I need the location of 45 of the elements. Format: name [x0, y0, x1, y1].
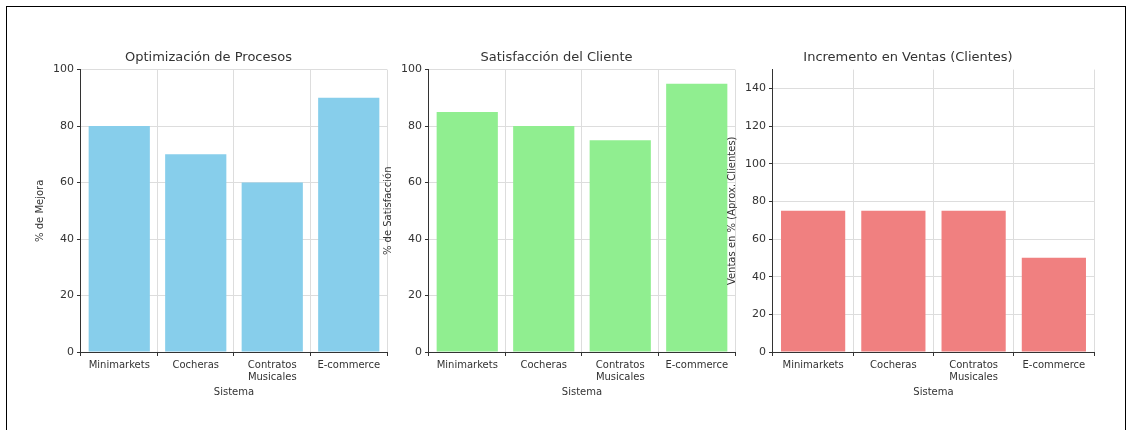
chart-title: Satisfacción del Cliente: [480, 49, 633, 65]
y-tick-label: 100: [745, 156, 766, 170]
x-tick-label: Cocheras: [520, 358, 568, 370]
y-axis-title: % de Mejora: [33, 179, 45, 242]
y-tick-label: 40: [752, 269, 766, 283]
y-tick-label: 0: [415, 344, 422, 358]
x-tick-label: Minimarkets: [88, 358, 150, 370]
x-tick-label: E-commerce: [665, 358, 729, 370]
x-tick-label: Contratos Musicales: [949, 358, 999, 382]
bar: [241, 182, 303, 352]
y-tick-label: 100: [401, 62, 422, 76]
y-tick-label: 40: [408, 231, 422, 245]
y-tick-label: 60: [60, 175, 74, 189]
y-axis-title: % de Satisfacción: [381, 166, 393, 256]
chart-title: Optimización de Procesos: [125, 49, 293, 65]
x-tick-label: E-commerce: [317, 358, 381, 370]
x-axis-title: Sistema: [561, 385, 603, 397]
y-axis-title: Ventas en % (Aprox. Clientes): [725, 136, 737, 286]
y-tick-label: 20: [752, 307, 766, 321]
chart-title: Incremento en Ventas (Clientes): [803, 49, 1013, 65]
bar: [88, 126, 150, 352]
x-axis-title: Sistema: [213, 385, 255, 397]
x-axis-title: Sistema: [913, 385, 954, 397]
y-tick-label: 40: [60, 231, 74, 245]
x-tick-label: Contratos Musicales: [247, 358, 297, 382]
x-tick-label: Cocheras: [870, 358, 917, 370]
bar: [318, 97, 380, 352]
bar: [165, 154, 227, 352]
y-tick-label: 20: [60, 288, 74, 302]
y-tick-label: 0: [759, 344, 766, 358]
x-tick-label: E-commerce: [1022, 358, 1086, 370]
y-tick-label: 80: [60, 118, 74, 132]
y-tick-label: 0: [67, 344, 74, 358]
y-tick-label: 60: [408, 175, 422, 189]
y-tick-label: 80: [752, 194, 766, 208]
x-tick-label: Minimarkets: [782, 358, 844, 370]
y-tick-label: 100: [53, 62, 74, 76]
y-tick-label: 60: [752, 231, 766, 245]
x-tick-label: Minimarkets: [436, 358, 498, 370]
y-tick-label: 120: [745, 118, 766, 132]
x-tick-label: Contratos Musicales: [595, 358, 645, 382]
y-tick-label: 20: [408, 288, 422, 302]
x-tick-label: Cocheras: [172, 358, 220, 370]
y-tick-label: 80: [408, 118, 422, 132]
y-tick-label: 140: [745, 81, 766, 95]
